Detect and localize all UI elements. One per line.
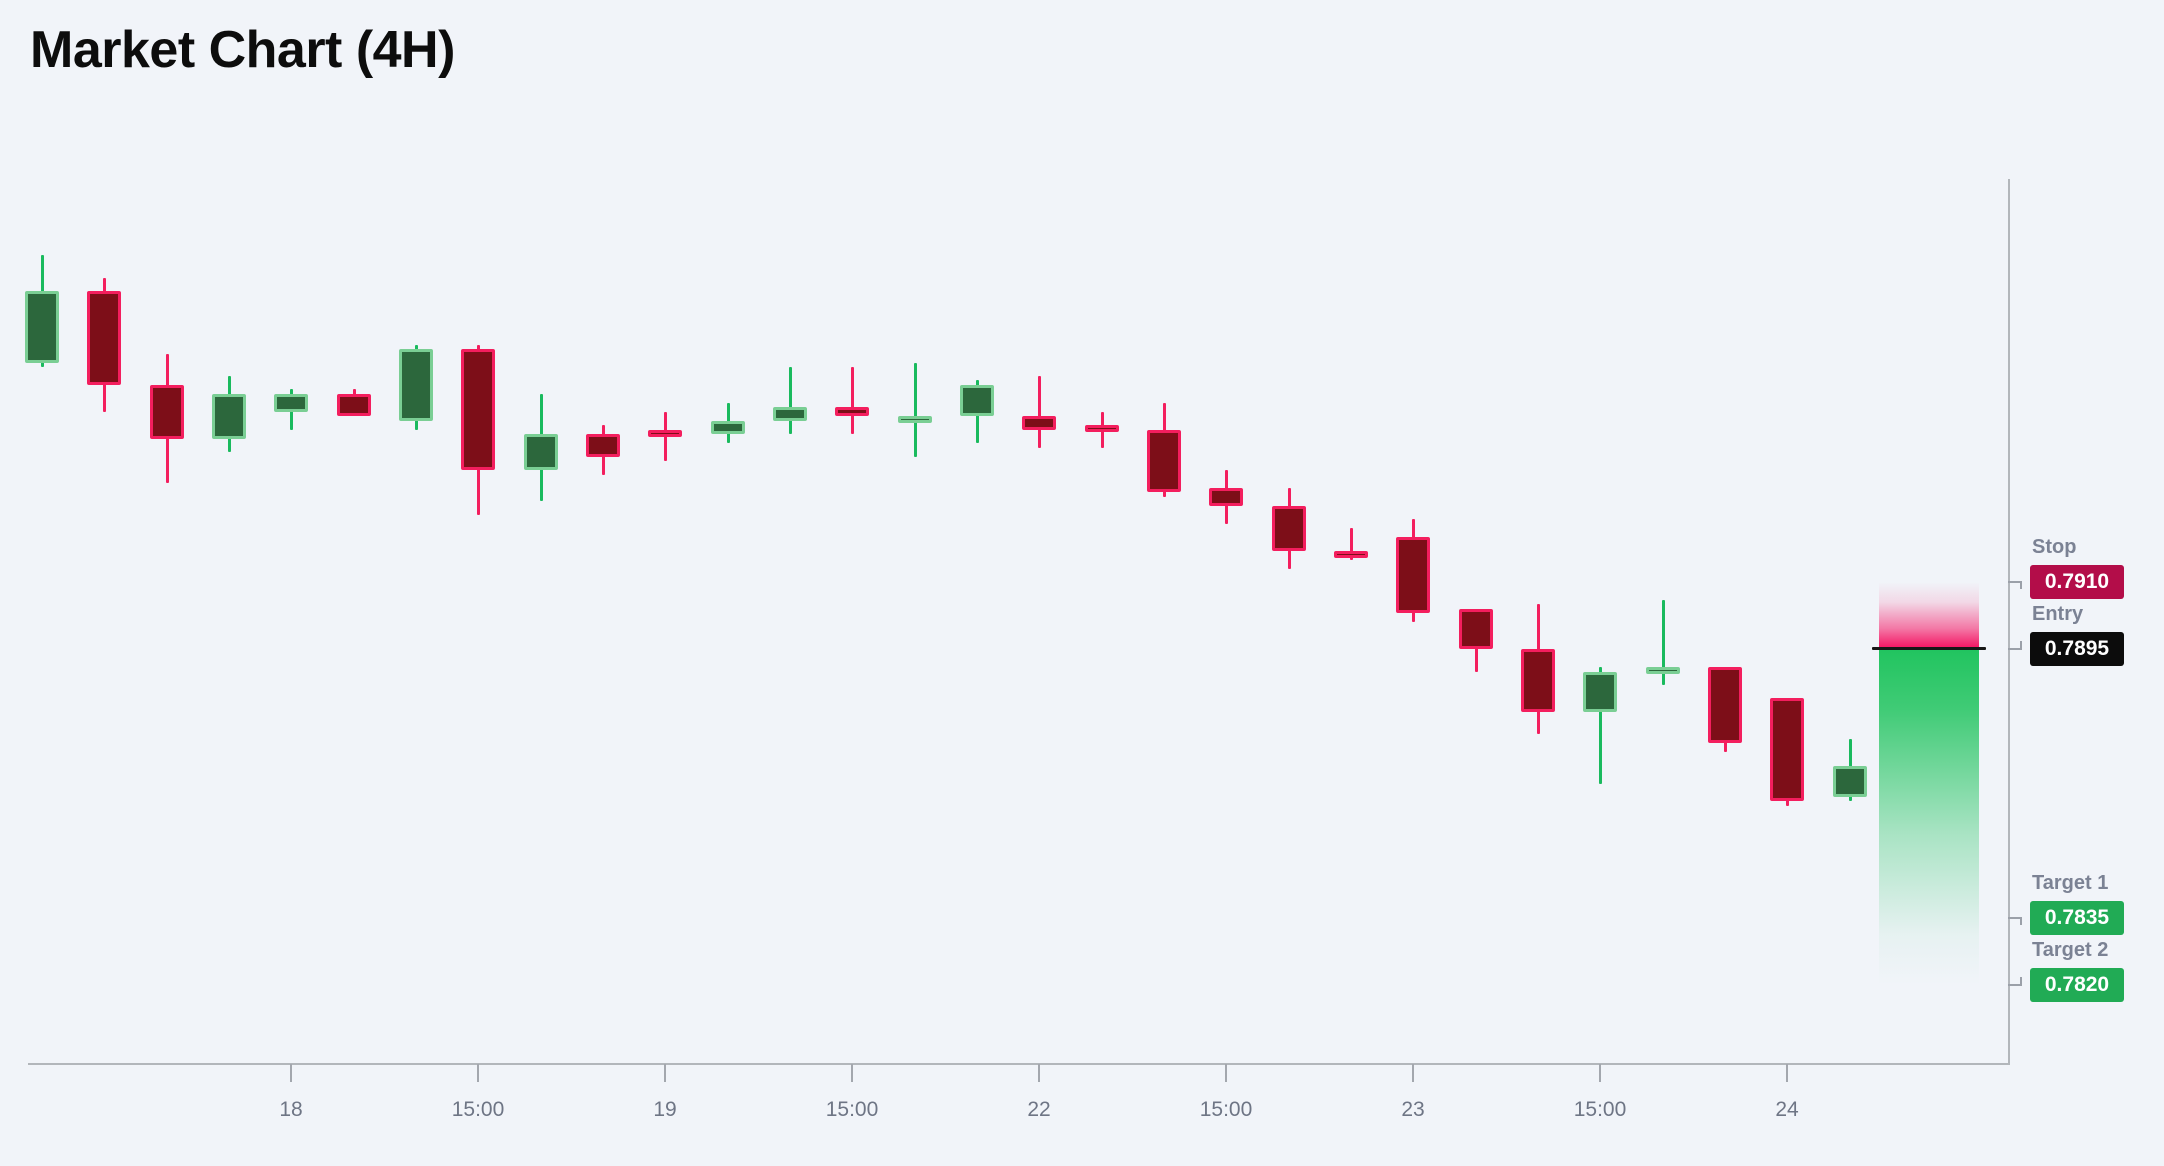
candle-body <box>150 385 184 439</box>
candle-body <box>1209 488 1243 506</box>
x-axis-line <box>28 1063 2009 1065</box>
page-title: Market Chart (4H) <box>30 21 455 79</box>
target2-level-value: 0.7820 <box>2030 968 2124 1002</box>
x-tick-mark <box>1225 1064 1227 1082</box>
target1-tick-stub <box>2020 917 2022 925</box>
x-tick-mark <box>1412 1064 1414 1082</box>
entry-tick <box>2008 648 2022 650</box>
x-tick-label: 19 <box>653 1098 677 1121</box>
candle-body <box>1396 537 1430 613</box>
x-tick-mark <box>851 1064 853 1082</box>
candle-wick <box>1350 528 1353 560</box>
x-tick-label: 15:00 <box>1573 1098 1627 1121</box>
candle-wick <box>1599 667 1602 784</box>
candle-body <box>1272 506 1306 551</box>
candle-body <box>212 394 246 439</box>
candle-body <box>399 349 433 421</box>
candle-body <box>898 416 932 423</box>
target1-tick <box>2008 917 2022 919</box>
candle-body <box>960 385 994 416</box>
candle-body <box>1708 667 1742 743</box>
target1-level-value: 0.7835 <box>2030 901 2124 935</box>
candle-body <box>1583 672 1617 712</box>
x-tick-label: 18 <box>279 1098 303 1121</box>
entry-price-line <box>1872 647 1986 650</box>
candle-body <box>87 291 121 385</box>
candle-body <box>337 394 371 416</box>
candle-body <box>1085 425 1119 432</box>
candle-body <box>1334 551 1368 558</box>
x-tick-label: 15:00 <box>1199 1098 1253 1121</box>
candle-body <box>773 407 807 421</box>
target2-level-name: Target 2 <box>2032 939 2109 961</box>
candle-body <box>711 421 745 434</box>
candle-body <box>524 434 558 470</box>
entry-level-name: Entry <box>2032 603 2084 625</box>
stop-tick-stub <box>2020 581 2022 589</box>
x-tick-mark <box>1038 1064 1040 1082</box>
target2-tick-stub <box>2020 977 2022 985</box>
stop-tick <box>2008 581 2022 583</box>
stop-level-name: Stop <box>2032 536 2077 558</box>
candle-body <box>586 434 620 457</box>
y-axis-line <box>2008 179 2010 1065</box>
stop-level-value: 0.7910 <box>2030 565 2124 599</box>
candle-wick <box>914 363 917 457</box>
x-tick-mark <box>1786 1064 1788 1082</box>
risk-zone <box>1879 582 1979 649</box>
candle-wick <box>789 367 792 434</box>
x-tick-label: 23 <box>1401 1098 1425 1121</box>
entry-level-value: 0.7895 <box>2030 632 2124 666</box>
candle-body <box>1022 416 1056 430</box>
target1-level-name: Target 1 <box>2032 872 2109 894</box>
x-tick-mark <box>477 1064 479 1082</box>
x-tick-label: 22 <box>1027 1098 1051 1121</box>
candle-wick <box>1038 376 1041 448</box>
entry-tick-stub <box>2020 641 2022 649</box>
candle-body <box>1521 649 1555 712</box>
x-tick-mark <box>1599 1064 1601 1082</box>
candle-body <box>1646 667 1680 674</box>
candle-body <box>25 291 59 363</box>
candle-wick <box>1662 600 1665 685</box>
target2-tick <box>2008 984 2022 986</box>
candle-body <box>274 394 308 412</box>
x-tick-label: 15:00 <box>825 1098 879 1121</box>
candle-body <box>835 407 869 416</box>
candle-body <box>461 349 495 470</box>
candle-body <box>1147 430 1181 492</box>
candle-body <box>1833 766 1867 797</box>
x-tick-mark <box>664 1064 666 1082</box>
candle-body <box>1770 698 1804 801</box>
x-tick-label: 15:00 <box>451 1098 505 1121</box>
x-tick-label: 24 <box>1775 1098 1799 1121</box>
reward-zone <box>1879 649 1979 985</box>
candle-body <box>648 430 682 437</box>
candle-wick <box>851 367 854 434</box>
candle-body <box>1459 609 1493 649</box>
x-tick-mark <box>290 1064 292 1082</box>
